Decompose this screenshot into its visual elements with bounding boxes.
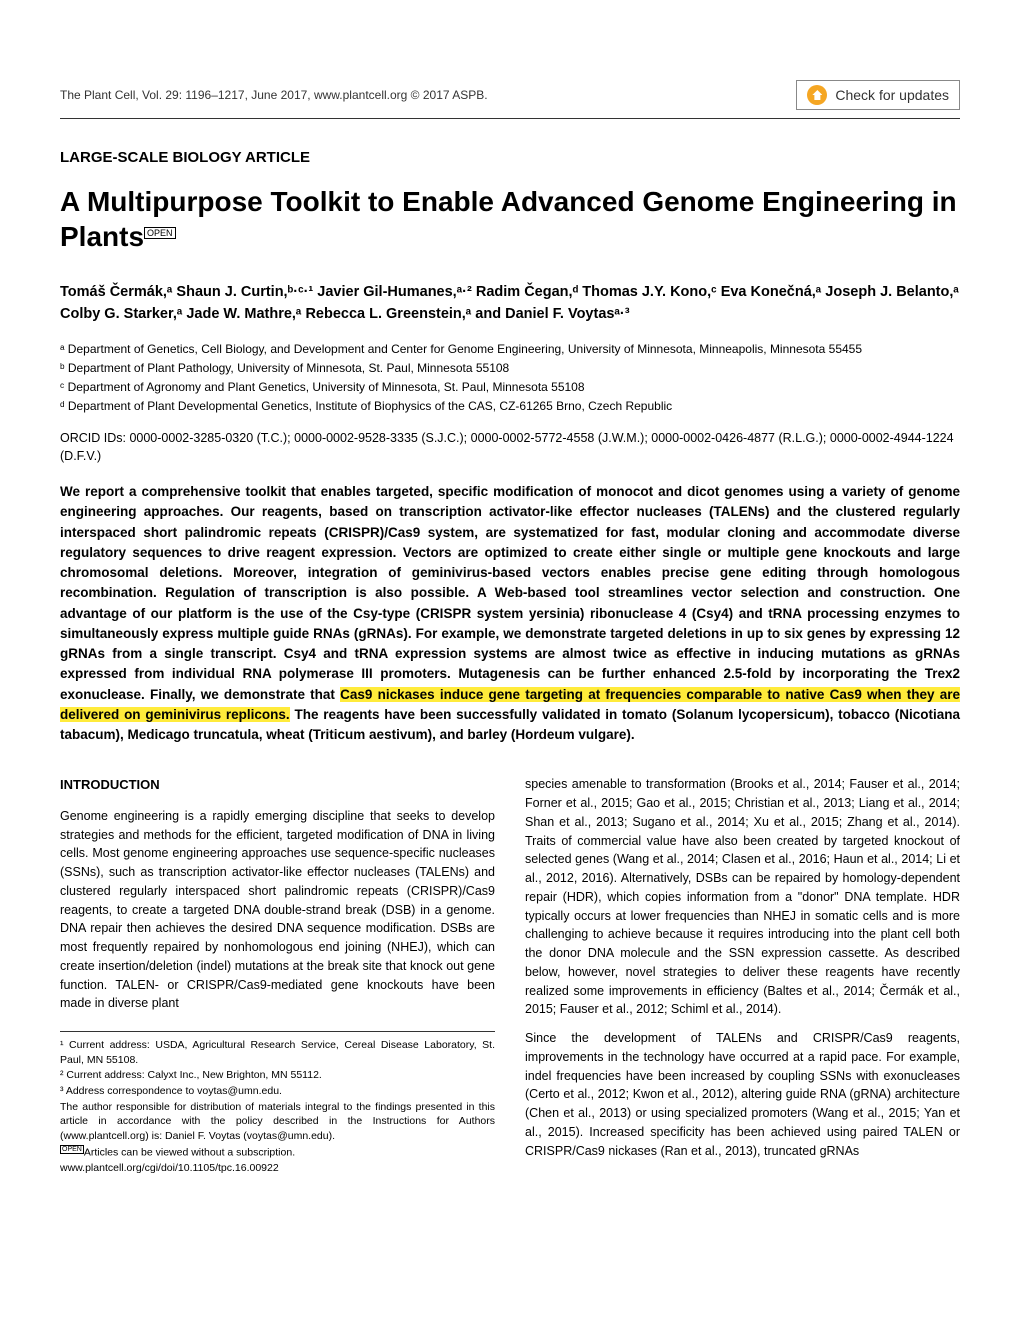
affiliation-c: ᶜ Department of Agronomy and Plant Genet…	[60, 378, 960, 396]
check-updates-button[interactable]: Check for updates	[796, 80, 960, 110]
footnote-6: www.plantcell.org/cgi/doi/10.1105/tpc.16…	[60, 1161, 495, 1176]
footnote-3: ³ Address correspondence to voytas@umn.e…	[60, 1084, 495, 1099]
footnote-4: The author responsible for distribution …	[60, 1100, 495, 1144]
body-paragraph-2: Since the development of TALENs and CRIS…	[525, 1029, 960, 1160]
header-row: The Plant Cell, Vol. 29: 1196–1217, June…	[60, 80, 960, 119]
affiliation-d: ᵈ Department of Plant Developmental Gene…	[60, 397, 960, 415]
abstract: We report a comprehensive toolkit that e…	[60, 482, 960, 745]
orcid-ids: ORCID IDs: 0000-0002-3285-0320 (T.C.); 0…	[60, 429, 960, 467]
affiliations: ᵃ Department of Genetics, Cell Biology, …	[60, 340, 960, 415]
column-left: INTRODUCTION Genome engineering is a rap…	[60, 775, 495, 1176]
footnote-1: ¹ Current address: USDA, Agricultural Re…	[60, 1038, 495, 1067]
body-paragraph-1: species amenable to transformation (Broo…	[525, 775, 960, 1019]
intro-heading: INTRODUCTION	[60, 775, 495, 795]
affiliation-a: ᵃ Department of Genetics, Cell Biology, …	[60, 340, 960, 358]
author-list: Tomáš Čermák,ᵃ Shaun J. Curtin,ᵇ·ᶜ·¹ Jav…	[60, 282, 960, 326]
article-type: LARGE-SCALE BIOLOGY ARTICLE	[60, 149, 960, 166]
footnote-5: OPENArticles can be viewed without a sub…	[60, 1145, 495, 1160]
open-access-badge: OPEN	[144, 227, 176, 239]
body-columns: INTRODUCTION Genome engineering is a rap…	[60, 775, 960, 1176]
check-updates-label: Check for updates	[835, 87, 949, 103]
bookmark-icon	[807, 85, 827, 105]
abstract-pre: We report a comprehensive toolkit that e…	[60, 484, 960, 702]
footnote-2: ² Current address: Calyxt Inc., New Brig…	[60, 1068, 495, 1083]
article-title: A Multipurpose Toolkit to Enable Advance…	[60, 184, 960, 254]
column-right: species amenable to transformation (Broo…	[525, 775, 960, 1176]
journal-citation: The Plant Cell, Vol. 29: 1196–1217, June…	[60, 88, 488, 102]
footnotes: ¹ Current address: USDA, Agricultural Re…	[60, 1031, 495, 1176]
title-text: A Multipurpose Toolkit to Enable Advance…	[60, 186, 957, 252]
intro-paragraph-1: Genome engineering is a rapidly emerging…	[60, 807, 495, 1013]
affiliation-b: ᵇ Department of Plant Pathology, Univers…	[60, 359, 960, 377]
